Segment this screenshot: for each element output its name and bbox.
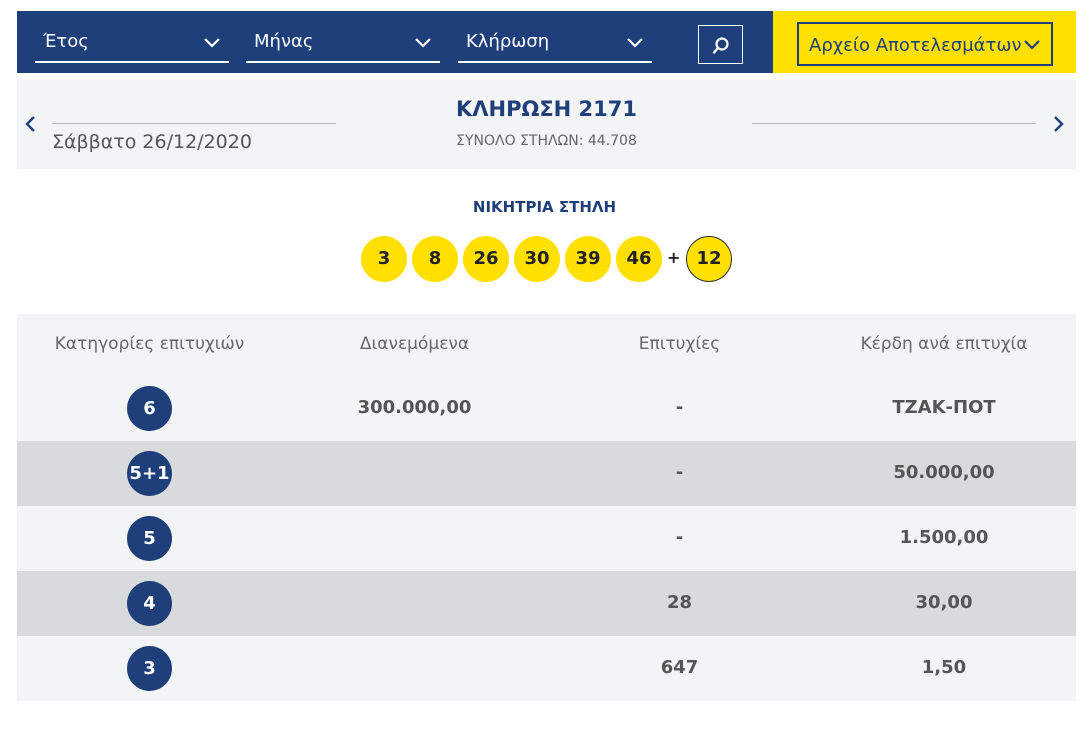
category-badge: 4 xyxy=(127,581,172,626)
number-ball: 39 xyxy=(565,236,611,282)
search-button[interactable] xyxy=(698,25,743,64)
plus-sign: + xyxy=(667,248,681,267)
year-select[interactable]: Έτος xyxy=(35,25,229,63)
chevron-left-icon[interactable] xyxy=(23,114,37,134)
header-categories: Κατηγορίες επιτυχιών xyxy=(54,334,245,354)
winners-cell: - xyxy=(675,397,684,418)
draw-date: Σάββατο 26/12/2020 xyxy=(52,131,252,153)
number-ball: 26 xyxy=(463,236,509,282)
category-badge: 6 xyxy=(127,386,172,431)
table-row: 5 - 1.500,00 xyxy=(17,506,1076,571)
archive-results-dropdown[interactable]: Αρχείο Αποτελεσμάτων xyxy=(797,22,1053,66)
winning-column-title: ΝΙΚΗΤΡΙΑ ΣΤΗΛΗ xyxy=(472,198,617,216)
prize-table: Κατηγορίες επιτυχιών Διανεμόμενα Επιτυχί… xyxy=(17,314,1076,701)
number-ball: 3 xyxy=(361,236,407,282)
header-winners: Επιτυχίες xyxy=(638,334,721,354)
prize-cell: ΤΖΑΚ-ΠΟΤ xyxy=(892,397,996,418)
prize-cell: 1.500,00 xyxy=(899,527,989,548)
header-prize-per-winner: Κέρδη ανά επιτυχία xyxy=(860,334,1028,354)
winners-cell: - xyxy=(675,527,684,548)
month-select-label: Μήνας xyxy=(254,31,314,52)
divider xyxy=(752,123,1036,124)
chevron-down-icon xyxy=(1024,40,1040,50)
category-badge: 5+1 xyxy=(127,451,172,496)
bonus-ball: 12 xyxy=(686,236,732,282)
winners-cell: 647 xyxy=(660,657,699,678)
category-badge: 5 xyxy=(127,516,172,561)
chevron-down-icon xyxy=(204,38,220,48)
divider xyxy=(52,123,336,124)
number-ball: 46 xyxy=(616,236,662,282)
chevron-right-icon[interactable] xyxy=(1052,114,1066,134)
chevron-down-icon xyxy=(627,38,643,48)
prize-cell: 30,00 xyxy=(915,592,973,613)
filter-bar: Έτος Μήνας Κλήρωση Αρχείο Αποτελεσμάτων xyxy=(17,11,1076,73)
number-ball: 8 xyxy=(412,236,458,282)
total-columns: ΣΥΝΟΛΟ ΣΤΗΛΩΝ: 44.708 xyxy=(456,133,637,149)
draw-header: Σάββατο 26/12/2020 ΚΛΗΡΩΣΗ 2171 ΣΥΝΟΛΟ Σ… xyxy=(17,80,1076,169)
draw-select-label: Κλήρωση xyxy=(466,31,550,52)
prize-cell: 1,50 xyxy=(921,657,967,678)
archive-results-label: Αρχείο Αποτελεσμάτων xyxy=(809,35,1022,56)
archive-panel: Αρχείο Αποτελεσμάτων xyxy=(773,11,1076,73)
draw-select[interactable]: Κλήρωση xyxy=(458,25,652,63)
chevron-down-icon xyxy=(415,38,431,48)
winners-cell: 28 xyxy=(666,592,693,613)
month-select[interactable]: Μήνας xyxy=(246,25,440,63)
distributed-cell: 300.000,00 xyxy=(357,397,472,418)
table-header: Κατηγορίες επιτυχιών Διανεμόμενα Επιτυχί… xyxy=(17,314,1076,376)
winners-cell: - xyxy=(675,462,684,483)
search-icon xyxy=(712,37,729,54)
category-badge: 3 xyxy=(127,646,172,691)
draw-title: ΚΛΗΡΩΣΗ 2171 xyxy=(455,97,638,121)
header-distributed: Διανεμόμενα xyxy=(359,334,470,354)
number-ball: 30 xyxy=(514,236,560,282)
year-select-label: Έτος xyxy=(43,31,89,52)
table-row: 3 647 1,50 xyxy=(17,636,1076,701)
table-row: 6 300.000,00 - ΤΖΑΚ-ΠΟΤ xyxy=(17,376,1076,441)
table-row: 4 28 30,00 xyxy=(17,571,1076,636)
prize-cell: 50.000,00 xyxy=(893,462,995,483)
table-row: 5+1 - 50.000,00 xyxy=(17,441,1076,506)
